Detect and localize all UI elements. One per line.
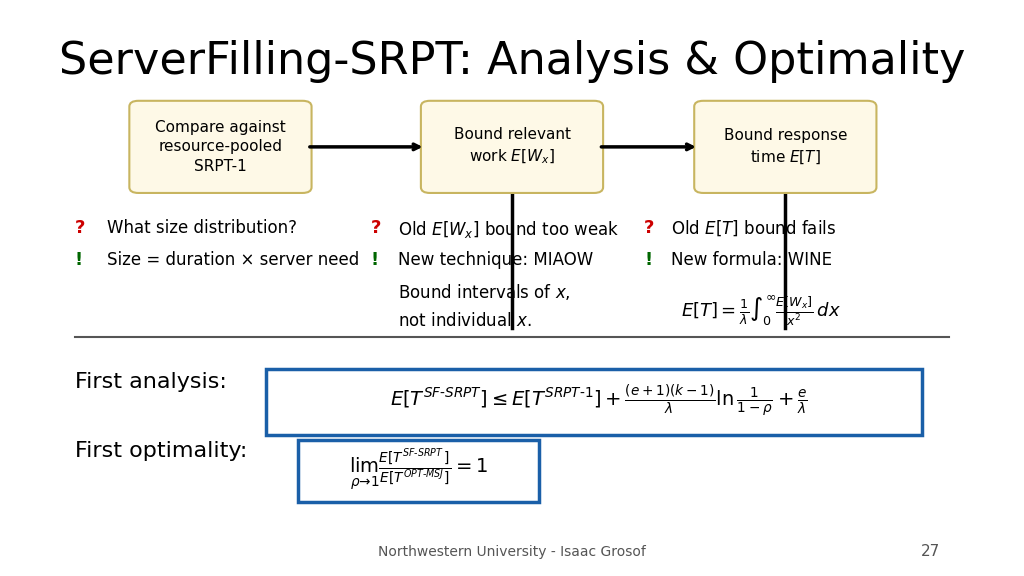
Text: !: !	[644, 251, 652, 268]
Text: First analysis:: First analysis:	[75, 372, 226, 392]
Text: Bound response
time $E[T]$: Bound response time $E[T]$	[724, 128, 847, 166]
Text: New technique: MIAOW: New technique: MIAOW	[398, 251, 593, 268]
FancyBboxPatch shape	[694, 101, 877, 193]
Text: Old $E[W_x]$ bound too weak: Old $E[W_x]$ bound too weak	[398, 219, 620, 240]
Text: not individual $x$.: not individual $x$.	[398, 312, 531, 330]
Text: ?: ?	[371, 219, 381, 237]
Text: Old $E[T]$ bound fails: Old $E[T]$ bound fails	[672, 219, 837, 238]
Text: $\lim_{\rho \to 1} \frac{E[T^{SF\text{-}SRPT}]}{E[T^{OPT\text{-}MSJ}]} = 1$: $\lim_{\rho \to 1} \frac{E[T^{SF\text{-}…	[348, 448, 487, 493]
FancyBboxPatch shape	[129, 101, 311, 193]
FancyBboxPatch shape	[421, 101, 603, 193]
Text: !: !	[371, 251, 379, 268]
Text: 27: 27	[921, 544, 940, 559]
Text: Bound intervals of $x$,: Bound intervals of $x$,	[398, 282, 570, 302]
Text: Size = duration × server need: Size = duration × server need	[106, 251, 358, 268]
Text: First optimality:: First optimality:	[75, 441, 247, 461]
Text: !: !	[75, 251, 83, 268]
Text: ?: ?	[75, 219, 85, 237]
Text: ?: ?	[644, 219, 654, 237]
Text: Compare against
resource-pooled
SRPT-1: Compare against resource-pooled SRPT-1	[155, 120, 286, 174]
Text: Northwestern University - Isaac Grosof: Northwestern University - Isaac Grosof	[378, 545, 646, 559]
Text: ServerFilling-SRPT: Analysis & Optimality: ServerFilling-SRPT: Analysis & Optimalit…	[58, 40, 966, 84]
Text: $E[T^{SF\text{-}SRPT}] \leq E[T^{SRPT\text{-}1}] + \frac{(e+1)(k-1)}{\lambda}\ln: $E[T^{SF\text{-}SRPT}] \leq E[T^{SRPT\te…	[390, 382, 807, 419]
Text: $E[T] = \frac{1}{\lambda}\int_0^{\infty} \frac{E[W_x]}{x^2}\,dx$: $E[T] = \frac{1}{\lambda}\int_0^{\infty}…	[681, 294, 841, 328]
Text: Bound relevant
work $E[W_x]$: Bound relevant work $E[W_x]$	[454, 127, 570, 166]
Text: New formula: WINE: New formula: WINE	[672, 251, 833, 268]
Text: What size distribution?: What size distribution?	[106, 219, 297, 237]
